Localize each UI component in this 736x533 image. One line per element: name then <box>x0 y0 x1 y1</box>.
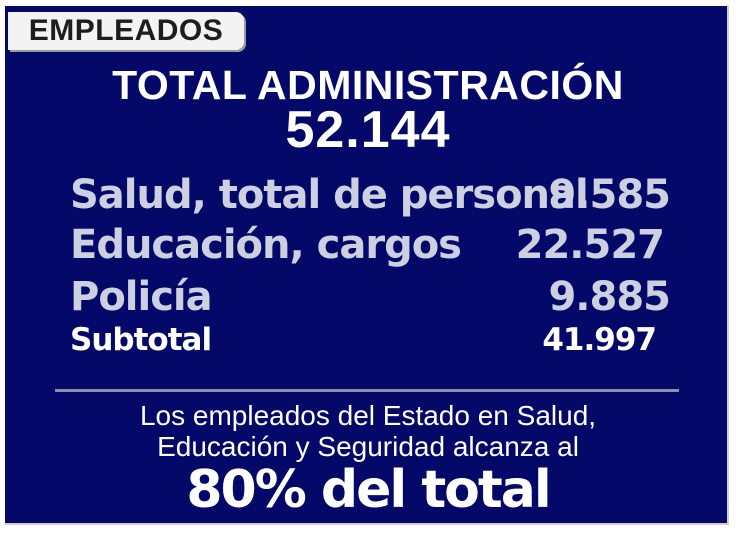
total-value: 52.144 <box>285 101 451 159</box>
info-panel <box>5 6 729 525</box>
row-label: Educación, cargos <box>70 222 462 268</box>
row-value: 41.997 <box>542 322 657 358</box>
summary-line-2: Educación y Seguridad alcanza al <box>157 431 579 462</box>
section-tag: EMPLEADOS <box>8 12 244 50</box>
row-value: 22.527 <box>515 222 665 268</box>
summary-note: Los empleados del Estado en Salud, Educa… <box>0 400 736 462</box>
summary-highlight: 80% del total <box>186 460 551 520</box>
row-value: 9.585 <box>548 172 671 218</box>
row-label: Salud, total de personal <box>70 172 589 218</box>
divider <box>55 389 679 392</box>
summary-line-1: Los empleados del Estado en Salud, <box>139 400 597 431</box>
row-label: Policía <box>70 274 213 320</box>
page-title: TOTAL ADMINISTRACIÓN <box>112 62 624 108</box>
row-label: Subtotal <box>70 322 212 358</box>
row-value: 9.885 <box>548 274 671 320</box>
section-tag-label: EMPLEADOS <box>28 14 224 47</box>
